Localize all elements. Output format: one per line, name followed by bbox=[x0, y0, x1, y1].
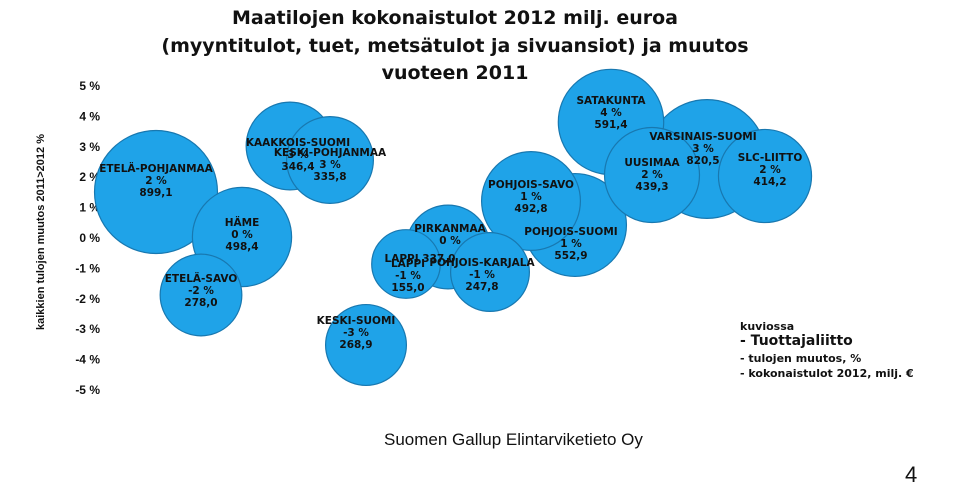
y-tick-label: -4 % bbox=[75, 353, 100, 367]
bubble bbox=[480, 150, 582, 252]
chart-title-line: vuoteen 2011 bbox=[382, 62, 529, 84]
bubble-name-label: SATAKUNTA bbox=[576, 95, 646, 107]
bubble-income-label: 346,4 bbox=[281, 161, 314, 173]
y-tick-label: 3 % bbox=[79, 140, 100, 154]
bubble-change-label: 1 % bbox=[520, 191, 542, 203]
legend-item: - Tuottajaliitto bbox=[740, 333, 853, 349]
bubble-change-label: 1 % bbox=[560, 238, 582, 250]
bubble-income-label: 899,1 bbox=[139, 187, 172, 199]
y-tick-label: 5 % bbox=[79, 79, 100, 93]
bubble-change-label: 0 % bbox=[231, 229, 253, 241]
bubble-change-label: 2 % bbox=[145, 175, 167, 187]
bubble bbox=[717, 128, 813, 224]
bubble-income-label: 414,2 bbox=[753, 176, 786, 188]
bubble-name-label: KESKI-POHJANMAA bbox=[274, 147, 387, 159]
bubble-name-label: ETELÄ-SAVO bbox=[165, 271, 238, 285]
legend-title: kuviossa bbox=[740, 320, 794, 333]
y-tick-label: -5 % bbox=[75, 383, 100, 397]
bubble-income-label: 498,4 bbox=[225, 241, 258, 253]
y-tick-label: -2 % bbox=[75, 292, 100, 306]
page-number: 4 bbox=[905, 462, 918, 487]
bubble-name-label: KESKI-SUOMI bbox=[317, 315, 396, 327]
bubble-change-label: 3 % bbox=[319, 159, 341, 171]
bubble bbox=[285, 115, 375, 205]
bubble-income-label: 552,9 bbox=[554, 250, 587, 262]
bubble-name-label: HÄME bbox=[225, 215, 260, 229]
legend: kuviossa- Tuottajaliitto - tulojen muutos… bbox=[740, 320, 914, 380]
bubble-change-label: -1 % bbox=[469, 269, 495, 281]
overlap-label: LAPPI 337,0 bbox=[385, 253, 456, 265]
bubble-chart: Maatilojen kokonaistulot 2012 milj. euro… bbox=[35, 7, 914, 397]
source-caption: Suomen Gallup Elintarviketieto Oy bbox=[384, 430, 643, 449]
y-tick-label: -3 % bbox=[75, 322, 100, 336]
bubble-income-label: 492,8 bbox=[514, 203, 547, 215]
y-tick-label: 1 % bbox=[79, 201, 100, 215]
bubble-name-label: ETELÄ-POHJANMAA bbox=[99, 161, 213, 175]
y-tick-label: 4 % bbox=[79, 109, 100, 123]
legend-item: - kokonaistulot 2012, milj. € bbox=[740, 367, 914, 380]
bubble-income-label: 439,3 bbox=[635, 181, 668, 193]
bubble bbox=[371, 229, 441, 299]
bubble-change-label: 0 % bbox=[439, 235, 461, 247]
bubble-name-label: UUSIMAA bbox=[624, 157, 680, 169]
bubble bbox=[324, 303, 408, 387]
bubble-change-label: -2 % bbox=[188, 285, 214, 297]
chart-title-line: Maatilojen kokonaistulot 2012 milj. euro… bbox=[232, 7, 678, 29]
bubble-name-label: VARSINAIS-SUOMI bbox=[649, 131, 756, 143]
chart-title-line: (myyntitulot, tuet, metsätulot ja sivuan… bbox=[161, 35, 748, 57]
bubble bbox=[159, 253, 243, 337]
bubble-income-label: 155,0 bbox=[391, 282, 424, 294]
bubble bbox=[603, 126, 701, 224]
bubble-change-label: 3 % bbox=[692, 143, 714, 155]
bubble-name-label: POHJOIS-SUOMI bbox=[524, 226, 617, 238]
y-tick-label: -1 % bbox=[75, 261, 100, 275]
bubble bbox=[93, 129, 219, 255]
y-axis: 5 %4 %3 %2 %1 %0 %-1 %-2 %-3 %-4 %-5 % bbox=[75, 79, 100, 397]
bubble-income-label: 591,4 bbox=[594, 119, 627, 131]
legend-item: - tulojen muutos, % bbox=[740, 352, 861, 365]
bubble-change-label: 2 % bbox=[641, 169, 663, 181]
bubble-change-label: -3 % bbox=[343, 327, 369, 339]
bubble-name-label: POHJOIS-KARJALA bbox=[429, 257, 535, 269]
bubble-change-label: 4 % bbox=[600, 107, 622, 119]
bubble-income-label: 268,9 bbox=[339, 339, 372, 351]
bubble-name-label: SLC-LIITTO bbox=[738, 152, 803, 164]
bubble-name-label: PIRKANMAA bbox=[414, 223, 486, 235]
bubble-change-label: -1 % bbox=[395, 270, 421, 282]
bubble bbox=[450, 232, 530, 312]
bubble-change-label: 2 % bbox=[759, 164, 781, 176]
bubble-name-label: POHJOIS-SAVO bbox=[488, 179, 574, 191]
bubble-name-label: KAAKKOIS-SUOMI bbox=[246, 137, 350, 149]
y-tick-label: 0 % bbox=[79, 231, 100, 245]
bubble-name-label: LAPPI bbox=[391, 258, 425, 270]
bubble-change-label: 3 % bbox=[287, 149, 309, 161]
bubbles bbox=[93, 68, 813, 387]
bubble-income-label: 278,0 bbox=[184, 297, 217, 309]
chart-title: Maatilojen kokonaistulot 2012 milj. euro… bbox=[161, 7, 748, 84]
bubble-income-label: 247,8 bbox=[465, 281, 498, 293]
y-axis-label: kaikkien tulojen muutos 2011>2012 % bbox=[35, 134, 47, 330]
bubble-income-label: 820,5 bbox=[686, 155, 719, 167]
bubble-income-label: 335,8 bbox=[313, 171, 346, 183]
